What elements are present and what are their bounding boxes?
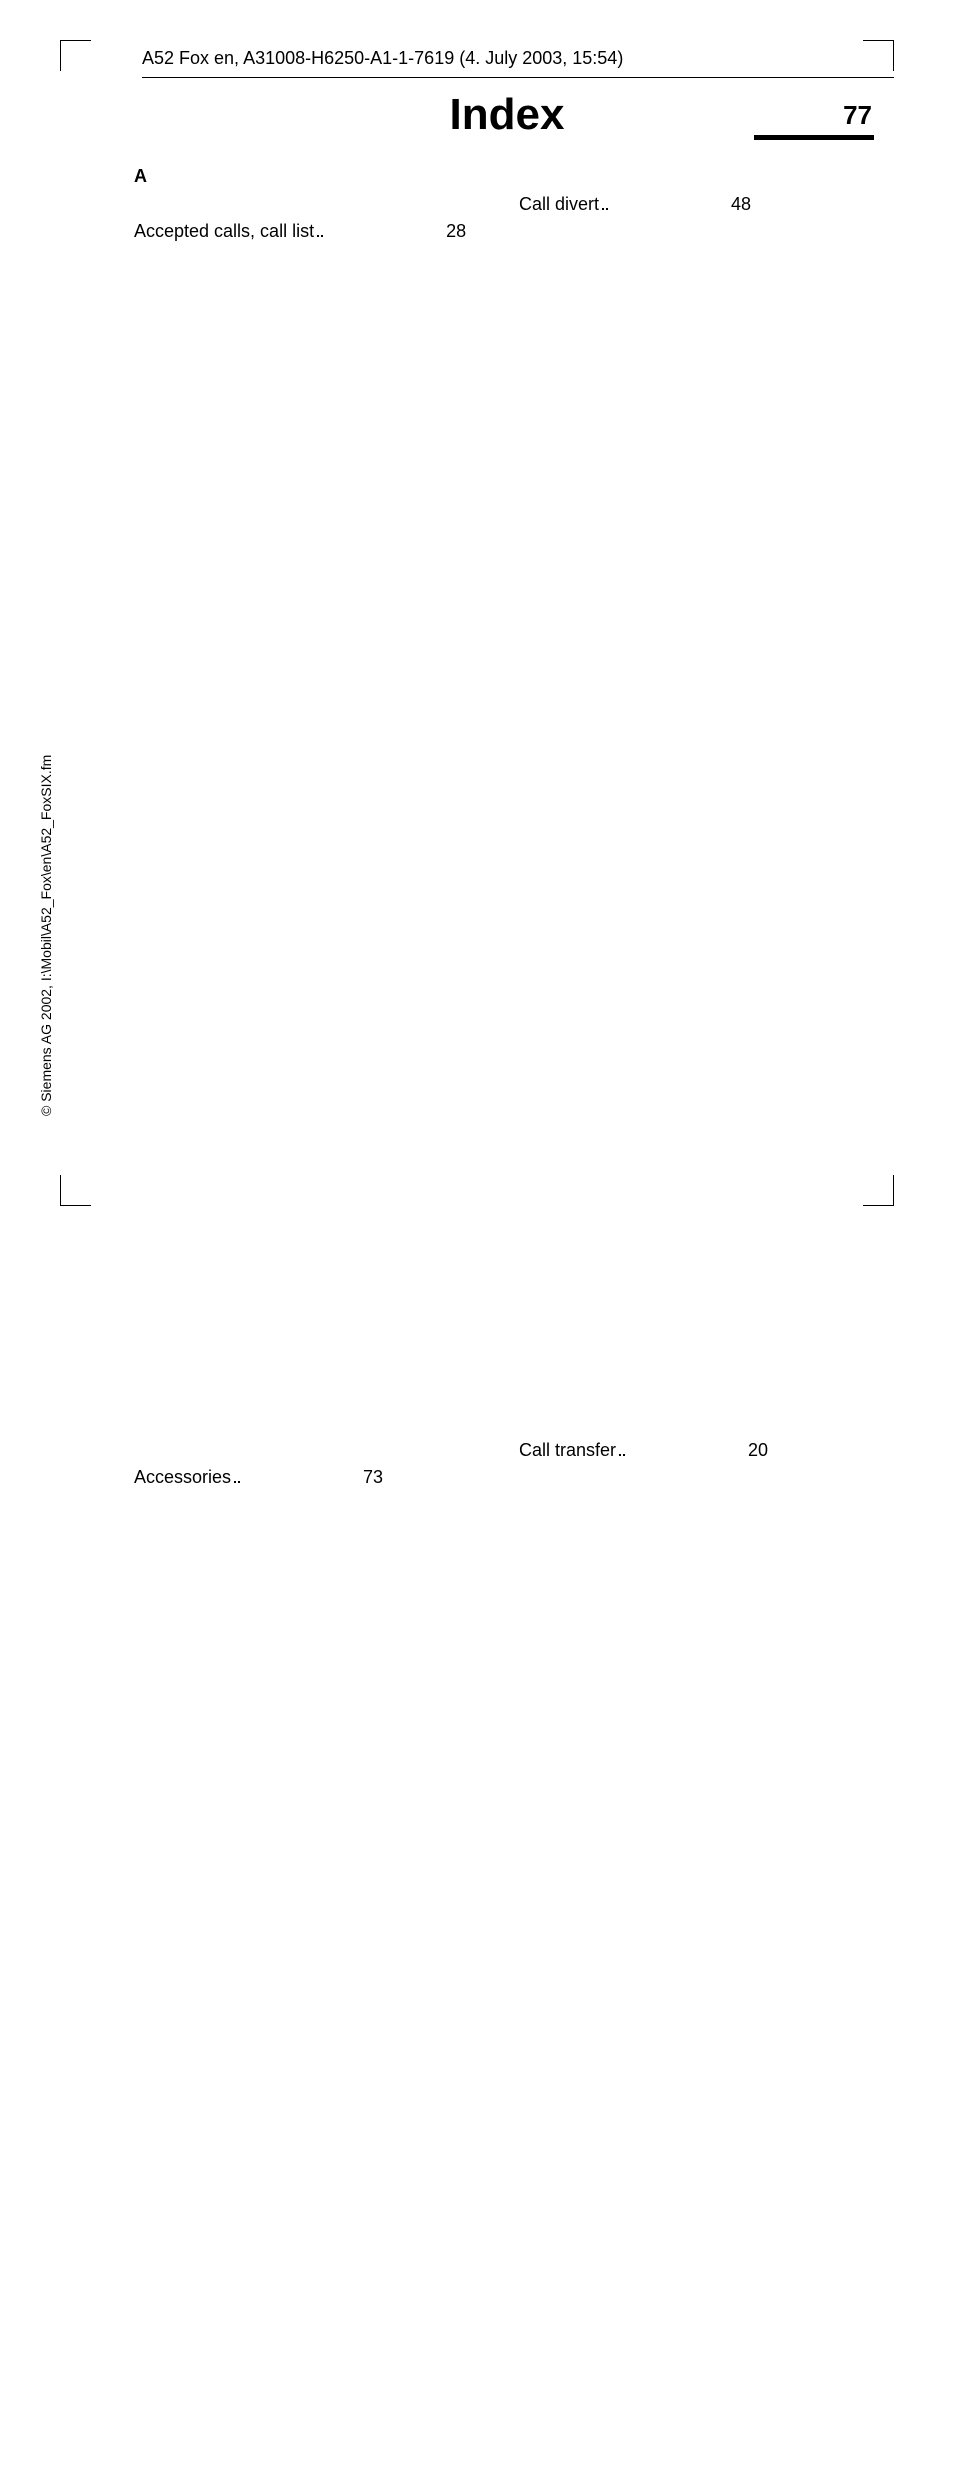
leader-dots: [317, 235, 323, 237]
title-row: Index 77: [120, 90, 894, 140]
entry-label: Accepted calls, call list: [134, 219, 314, 243]
page-number: 77: [843, 100, 874, 131]
column-left: A Accepted calls, call list28 Accessorie…: [134, 162, 495, 2492]
page: © Siemens AG 2002, I:\Mobil\A52_Fox\en\A…: [0, 0, 954, 1246]
leader-dots: [234, 1481, 240, 1483]
page-number-wrap: 77: [754, 100, 874, 140]
index-columns: A Accepted calls, call list28 Accessorie…: [120, 162, 894, 2492]
running-header: A52 Fox en, A31008-H6250-A1-1-7619 (4. J…: [142, 48, 894, 69]
crop-mark: [60, 1175, 91, 1206]
page-number-underline: [754, 135, 874, 140]
index-entry: Accessories73: [134, 1435, 495, 2492]
entry-page: 48: [611, 162, 954, 1408]
section-A: A: [134, 166, 495, 187]
index-entry: Accepted calls, call list28: [134, 189, 495, 1435]
entry-label: Accessories: [134, 1465, 231, 1489]
crop-mark: [60, 40, 91, 71]
entry-page: 20: [628, 1408, 954, 2492]
crop-mark: [863, 40, 894, 71]
spine-copyright: © Siemens AG 2002, I:\Mobil\A52_Fox\en\A…: [38, 755, 54, 1116]
header-rule: [142, 77, 894, 78]
